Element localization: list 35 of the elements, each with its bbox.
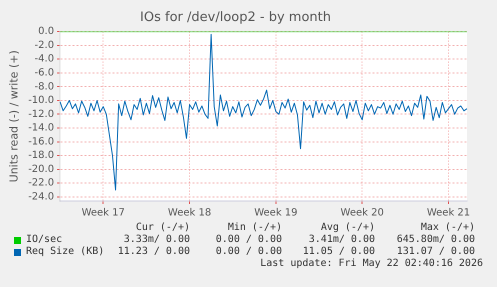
y-tick-label: -8.0 — [34, 81, 54, 92]
x-tick-label: Week 19 — [254, 208, 298, 219]
text: 0.00 / 0.00 — [216, 246, 282, 258]
chart-title: IOs for /dev/loop2 - by month — [140, 10, 331, 26]
y-axis-title: Units read (-) / write (+) — [7, 50, 20, 182]
text: Min (-/+) — [228, 222, 282, 234]
x-tick-label: Week 21 — [426, 208, 470, 219]
legend-label: Req Size (KB) — [26, 246, 104, 258]
text: Avg (-/+) — [320, 222, 375, 234]
text: 131.07 / 0.00 — [396, 246, 475, 258]
x-tick-label: Week 18 — [168, 208, 212, 219]
y-tick-label: -6.0 — [34, 68, 54, 79]
y-tick-label: -22.0 — [28, 178, 54, 189]
text: Cur (-/+) — [136, 222, 190, 234]
y-tick-label: -10.0 — [28, 95, 54, 106]
text: 11.05 / 0.00 — [302, 246, 375, 258]
text: 11.23 / 0.00 — [118, 246, 190, 258]
y-tick-label: -12.0 — [28, 108, 54, 120]
y-tick-label: 0.0 — [38, 26, 54, 38]
y-tick-label: -16.0 — [28, 136, 54, 148]
text: 0.00 / 0.00 — [216, 234, 282, 246]
y-tick-label: -2.0 — [34, 40, 54, 51]
text: 3.33m/ 0.00 — [124, 234, 190, 246]
x-tick-label: Week 20 — [340, 208, 384, 219]
text: 3.41m/ 0.00 — [308, 234, 375, 246]
text: 645.80m/ 0.00 — [396, 234, 475, 246]
y-tick-label: -24.0 — [28, 191, 54, 202]
legend-label: IO/sec — [26, 234, 62, 246]
y-tick-label: -20.0 — [28, 164, 54, 175]
text: Last update: Fri May 22 02:40:16 2026 — [260, 258, 483, 270]
y-tick-label: -4.0 — [34, 54, 54, 65]
y-tick-label: -18.0 — [28, 150, 54, 162]
text: Max (-/+) — [420, 222, 475, 234]
y-tick-label: -14.0 — [28, 122, 54, 134]
x-tick-label: Week 17 — [82, 208, 125, 219]
